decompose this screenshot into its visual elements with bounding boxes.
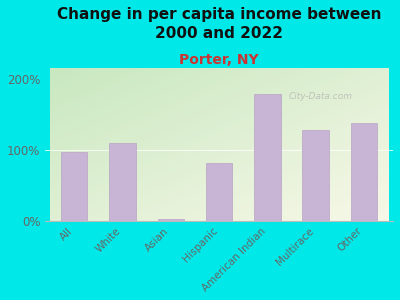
Title: Change in per capita income between
2000 and 2022: Change in per capita income between 2000…: [57, 7, 381, 40]
Text: City-Data.com: City-Data.com: [289, 92, 353, 100]
Bar: [61, 152, 88, 221]
Text: Porter, NY: Porter, NY: [179, 52, 259, 67]
Bar: [351, 123, 377, 221]
Bar: [254, 94, 281, 221]
Bar: [109, 143, 136, 221]
Bar: [302, 130, 329, 221]
Bar: [158, 219, 184, 221]
Bar: [206, 163, 232, 221]
